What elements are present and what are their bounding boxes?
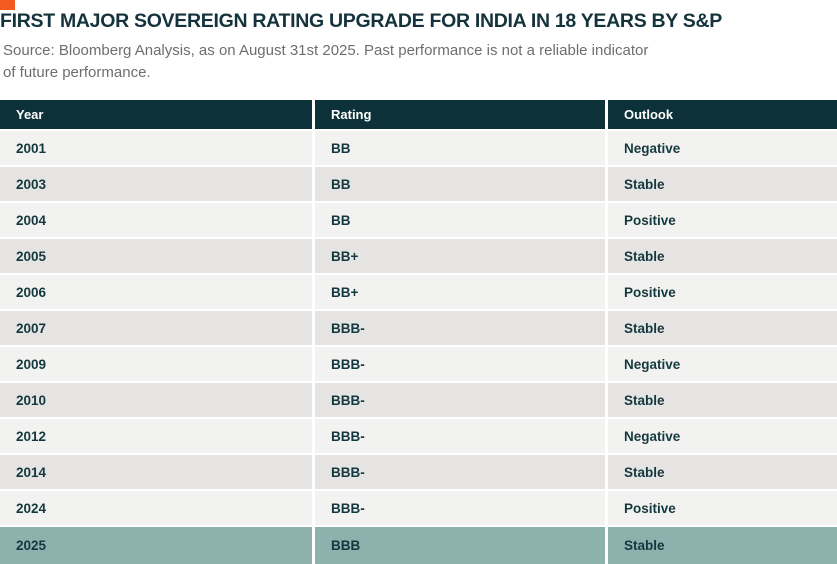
year-cell: 2001 xyxy=(0,131,315,167)
column-header-rating: Rating xyxy=(315,100,608,131)
outlook-cell: Negative xyxy=(608,347,837,383)
year-cell: 2009 xyxy=(0,347,315,383)
rating-cell: BB+ xyxy=(315,275,608,311)
year-cell: 2006 xyxy=(0,275,315,311)
table-row: 2005 BB+ Stable xyxy=(0,239,837,275)
rating-cell: BBB- xyxy=(315,455,608,491)
rating-cell: BB xyxy=(315,167,608,203)
outlook-cell: Stable xyxy=(608,383,837,419)
ratings-table-container: Year Rating Outlook 2001 BB Negative 200… xyxy=(0,100,837,564)
source-note: Source: Bloomberg Analysis, as on August… xyxy=(3,40,823,83)
table-row: 2009 BBB- Negative xyxy=(0,347,837,383)
outlook-cell: Stable xyxy=(608,167,837,203)
rating-cell: BBB- xyxy=(315,347,608,383)
column-header-outlook: Outlook xyxy=(608,100,837,131)
column-header-year: Year xyxy=(0,100,315,131)
rating-cell: BBB- xyxy=(315,383,608,419)
year-cell: 2004 xyxy=(0,203,315,239)
table-row: 2001 BB Negative xyxy=(0,131,837,167)
year-cell: 2025 xyxy=(0,527,315,564)
year-cell: 2024 xyxy=(0,491,315,527)
source-line-2: of future performance. xyxy=(3,63,151,81)
outlook-cell: Stable xyxy=(608,527,837,564)
rating-cell: BBB- xyxy=(315,419,608,455)
table-row: 2006 BB+ Positive xyxy=(0,275,837,311)
table-row: 2024 BBB- Positive xyxy=(0,491,837,527)
year-cell: 2010 xyxy=(0,383,315,419)
year-cell: 2003 xyxy=(0,167,315,203)
page-title: FIRST MAJOR SOVEREIGN RATING UPGRADE FOR… xyxy=(0,10,722,32)
rating-cell: BB+ xyxy=(315,239,608,275)
rating-cell: BBB- xyxy=(315,311,608,347)
outlook-cell: Negative xyxy=(608,131,837,167)
outlook-cell: Positive xyxy=(608,203,837,239)
year-cell: 2007 xyxy=(0,311,315,347)
table-header-row: Year Rating Outlook xyxy=(0,100,837,131)
year-cell: 2014 xyxy=(0,455,315,491)
table-row: 2012 BBB- Negative xyxy=(0,419,837,455)
year-cell: 2012 xyxy=(0,419,315,455)
year-cell: 2005 xyxy=(0,239,315,275)
table-row: 2007 BBB- Stable xyxy=(0,311,837,347)
table-row-highlighted: 2025 BBB Stable xyxy=(0,527,837,564)
rating-cell: BBB xyxy=(315,527,608,564)
table-row: 2004 BB Positive xyxy=(0,203,837,239)
rating-cell: BBB- xyxy=(315,491,608,527)
outlook-cell: Positive xyxy=(608,275,837,311)
outlook-cell: Stable xyxy=(608,311,837,347)
outlook-cell: Positive xyxy=(608,491,837,527)
rating-cell: BB xyxy=(315,203,608,239)
ratings-table: Year Rating Outlook 2001 BB Negative 200… xyxy=(0,100,837,564)
outlook-cell: Stable xyxy=(608,239,837,275)
outlook-cell: Stable xyxy=(608,455,837,491)
outlook-cell: Negative xyxy=(608,419,837,455)
table-row: 2010 BBB- Stable xyxy=(0,383,837,419)
brand-accent-square xyxy=(0,0,15,10)
table-row: 2003 BB Stable xyxy=(0,167,837,203)
source-line-1: Source: Bloomberg Analysis, as on August… xyxy=(3,42,649,59)
table-row: 2014 BBB- Stable xyxy=(0,455,837,491)
rating-cell: BB xyxy=(315,131,608,167)
